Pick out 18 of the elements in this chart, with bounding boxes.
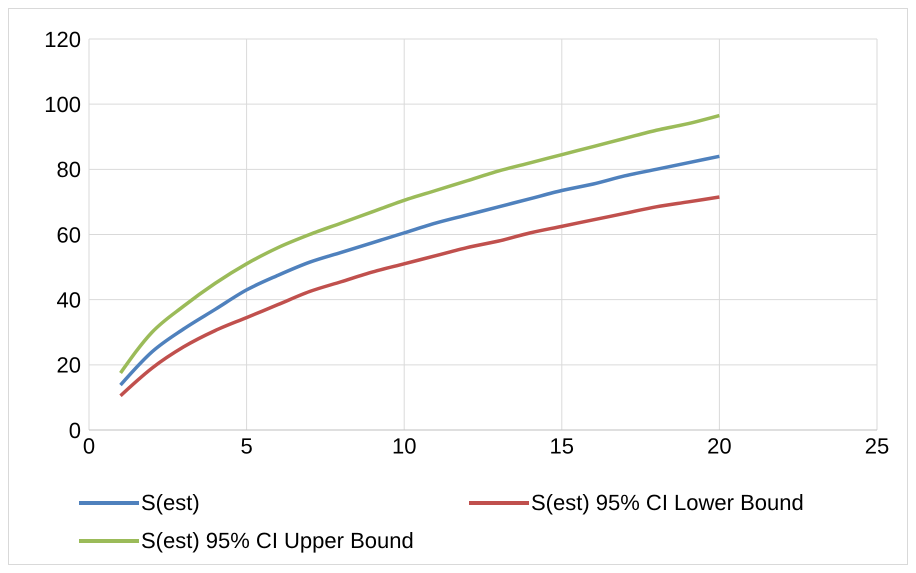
x-tick-label: 20 xyxy=(707,434,732,459)
y-tick-label: 80 xyxy=(56,157,81,182)
line-series xyxy=(118,154,722,387)
legend-label: S(est) xyxy=(141,490,200,516)
y-tick-label: 40 xyxy=(56,287,81,312)
x-tick-label: 25 xyxy=(864,434,890,459)
y-tick-label: 20 xyxy=(56,352,81,378)
y-tick-label: 100 xyxy=(44,92,81,117)
y-tick-label: 60 xyxy=(56,222,81,248)
y-tick-label: 120 xyxy=(44,26,81,52)
legend-label: S(est) 95% CI Lower Bound xyxy=(531,490,804,516)
x-tick-label: 5 xyxy=(240,434,253,459)
line-series xyxy=(118,114,722,375)
legend-label: S(est) 95% CI Upper Bound xyxy=(141,528,414,554)
line-series xyxy=(118,195,722,398)
y-tick-label: 0 xyxy=(68,418,81,443)
x-tick-label: 10 xyxy=(392,434,416,459)
x-tick-label: 15 xyxy=(550,434,574,459)
